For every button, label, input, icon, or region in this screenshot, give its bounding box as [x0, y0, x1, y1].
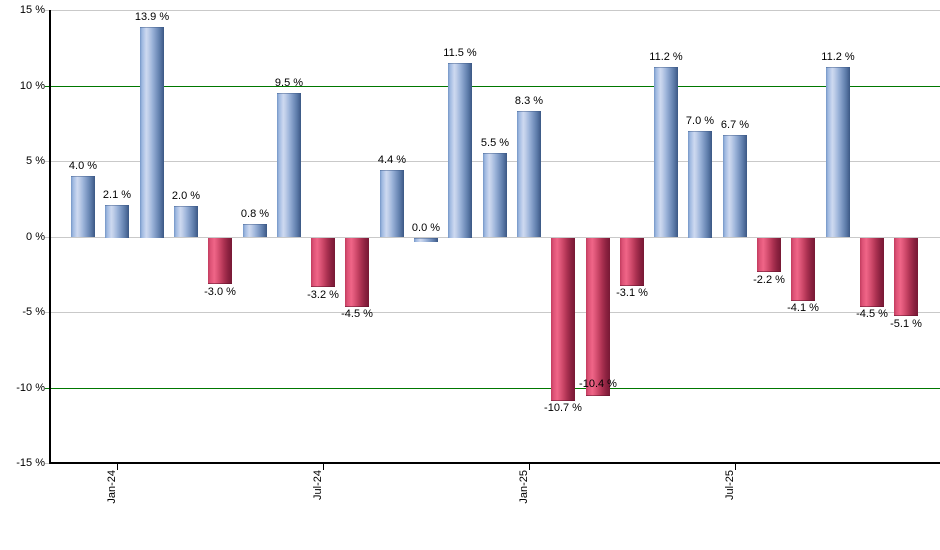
gridline: [45, 10, 940, 11]
monthly-return-bar: [517, 111, 541, 237]
x-axis-label: Jul-24: [312, 470, 324, 500]
bar-value-label: -3.0 %: [204, 286, 236, 298]
bar-value-label: 11.2 %: [649, 51, 683, 63]
bar-value-label: -10.4 %: [579, 378, 617, 390]
monthly-return-bar: [723, 135, 747, 237]
y-axis-label: 10 %: [19, 80, 45, 92]
bar-value-label: 11.5 %: [443, 47, 477, 59]
monthly-return-bar: [551, 238, 575, 401]
y-axis-label: 0 %: [26, 231, 45, 243]
monthly-return-bar: [311, 238, 335, 287]
monthly-return-bar: [860, 238, 884, 307]
monthly-return-bar: [345, 238, 369, 307]
bar-value-label: 4.4 %: [377, 154, 407, 166]
bar-value-label: -10.7 %: [544, 402, 582, 414]
bar-value-label: 7.0 %: [685, 115, 715, 127]
monthly-return-bar: [105, 205, 129, 238]
monthly-return-bar: [277, 93, 301, 237]
monthly-return-bar: [894, 238, 918, 316]
monthly-return-bar: [174, 206, 198, 237]
bar-value-label: 2.1 %: [102, 189, 132, 201]
x-axis-label: Jan-25: [518, 470, 530, 504]
bar-value-label: 8.3 %: [514, 95, 544, 107]
monthly-return-bar: [140, 27, 164, 238]
y-axis-label: -15 %: [16, 457, 45, 469]
y-axis-label: -5 %: [22, 306, 45, 318]
bar-value-label: 2.0 %: [171, 190, 201, 202]
gridline: [45, 237, 940, 238]
bar-value-label: 13.9 %: [134, 11, 170, 23]
bar-value-label: 0.0 %: [411, 222, 441, 234]
x-axis-tick: [117, 463, 118, 470]
monthly-return-bar: [414, 238, 438, 242]
x-axis-line: [49, 462, 940, 464]
bar-value-label: 6.7 %: [720, 119, 750, 131]
bar-value-label: -4.5 %: [341, 308, 373, 320]
bar-value-label: 11.2 %: [821, 51, 855, 63]
bar-value-label: 4.0 %: [68, 160, 98, 172]
monthly-return-bar: [791, 238, 815, 301]
y-axis-label: 5 %: [26, 155, 45, 167]
x-axis-label: Jan-24: [106, 470, 118, 504]
bar-value-label: -3.1 %: [616, 287, 648, 299]
bar-value-label: 9.5 %: [274, 77, 304, 89]
monthly-return-bar: [71, 176, 95, 237]
bar-value-label: -3.2 %: [307, 289, 339, 301]
monthly-return-bar: [654, 67, 678, 237]
monthly-return-bar: [208, 238, 232, 284]
monthly-return-bar: [243, 224, 267, 237]
gridline: [45, 312, 940, 313]
x-axis-tick: [323, 463, 324, 470]
y-axis-line: [49, 10, 51, 464]
monthly-return-bar: [826, 67, 850, 237]
bar-value-label: -2.2 %: [753, 274, 785, 286]
reference-line: [45, 86, 940, 87]
monthly-return-bar: [620, 238, 644, 286]
bar-value-label: -5.1 %: [890, 318, 922, 330]
monthly-return-bar: [688, 131, 712, 238]
x-axis-label: Jul-25: [724, 470, 736, 500]
bar-value-label: -4.5 %: [856, 308, 888, 320]
y-axis-label: -10 %: [16, 382, 45, 394]
monthly-return-bar: [586, 238, 610, 396]
monthly-return-bar: [448, 63, 472, 238]
monthly-return-bar: [757, 238, 781, 272]
x-axis-tick: [735, 463, 736, 470]
bar-value-label: -4.1 %: [787, 302, 819, 314]
monthly-return-bar: [380, 170, 404, 237]
monthly-return-bar: [483, 153, 507, 237]
y-axis-label: 15 %: [19, 4, 45, 16]
reference-line: [45, 388, 940, 389]
x-axis-tick: [529, 463, 530, 470]
bar-value-label: 5.5 %: [480, 137, 510, 149]
bar-value-label: 0.8 %: [240, 208, 270, 220]
